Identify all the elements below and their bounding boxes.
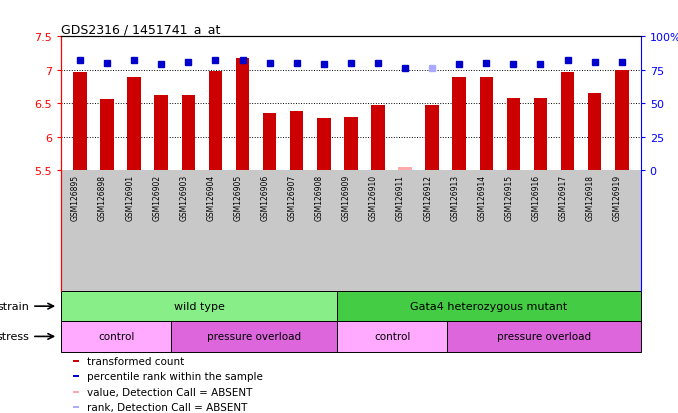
- Bar: [73, 406, 79, 408]
- Bar: [209, 72, 222, 171]
- Bar: [290, 112, 304, 171]
- Bar: [588, 94, 601, 171]
- Text: rank, Detection Call = ABSENT: rank, Detection Call = ABSENT: [87, 402, 247, 412]
- Text: GSM126912: GSM126912: [423, 174, 432, 220]
- Text: control: control: [374, 332, 410, 342]
- Text: wild type: wild type: [174, 301, 224, 311]
- Text: GSM126898: GSM126898: [98, 174, 107, 220]
- Bar: [61, 291, 337, 321]
- Bar: [73, 73, 87, 171]
- Bar: [337, 291, 641, 321]
- Bar: [371, 106, 384, 171]
- Bar: [479, 78, 493, 171]
- Text: GSM126913: GSM126913: [450, 174, 459, 220]
- Bar: [447, 321, 641, 352]
- Text: stress: stress: [0, 332, 29, 342]
- Text: GSM126914: GSM126914: [477, 174, 486, 220]
- Text: GSM126905: GSM126905: [233, 174, 243, 221]
- Text: GSM126906: GSM126906: [260, 174, 270, 221]
- Text: GSM126902: GSM126902: [153, 174, 161, 220]
- Bar: [615, 71, 629, 171]
- Text: GSM126908: GSM126908: [315, 174, 324, 220]
- Bar: [236, 59, 250, 171]
- Text: GSM126909: GSM126909: [342, 174, 351, 221]
- Text: value, Detection Call = ABSENT: value, Detection Call = ABSENT: [87, 387, 252, 397]
- Text: GSM126904: GSM126904: [206, 174, 216, 221]
- Text: transformed count: transformed count: [87, 356, 184, 366]
- Bar: [61, 321, 172, 352]
- Bar: [172, 321, 337, 352]
- Bar: [182, 95, 195, 171]
- Bar: [100, 100, 114, 171]
- Text: GDS2316 / 1451741_a_at: GDS2316 / 1451741_a_at: [61, 23, 220, 36]
- Text: Gata4 heterozygous mutant: Gata4 heterozygous mutant: [410, 301, 567, 311]
- Text: pressure overload: pressure overload: [207, 332, 301, 342]
- Bar: [506, 99, 520, 171]
- Text: GSM126907: GSM126907: [287, 174, 297, 221]
- Bar: [263, 114, 277, 171]
- Bar: [452, 78, 466, 171]
- Text: GSM126903: GSM126903: [180, 174, 188, 221]
- Text: GSM126910: GSM126910: [369, 174, 378, 220]
- Text: GSM126916: GSM126916: [532, 174, 540, 220]
- Bar: [337, 321, 447, 352]
- Bar: [73, 360, 79, 362]
- Bar: [561, 73, 574, 171]
- Bar: [317, 119, 331, 171]
- Text: strain: strain: [0, 301, 29, 311]
- Text: percentile rank within the sample: percentile rank within the sample: [87, 371, 263, 381]
- Text: GSM126911: GSM126911: [396, 174, 405, 220]
- Bar: [61, 171, 641, 291]
- Text: GSM126917: GSM126917: [559, 174, 567, 220]
- Text: GSM126918: GSM126918: [586, 174, 595, 220]
- Text: GSM126895: GSM126895: [71, 174, 80, 220]
- Bar: [344, 117, 357, 171]
- Text: GSM126901: GSM126901: [125, 174, 134, 220]
- Text: GSM126919: GSM126919: [613, 174, 622, 220]
- Bar: [534, 99, 547, 171]
- Bar: [127, 78, 141, 171]
- Text: GSM126915: GSM126915: [504, 174, 513, 220]
- Bar: [425, 106, 439, 171]
- Bar: [73, 391, 79, 393]
- Text: pressure overload: pressure overload: [497, 332, 591, 342]
- Bar: [73, 375, 79, 377]
- Bar: [398, 168, 412, 171]
- Bar: [155, 95, 168, 171]
- Text: control: control: [98, 332, 134, 342]
